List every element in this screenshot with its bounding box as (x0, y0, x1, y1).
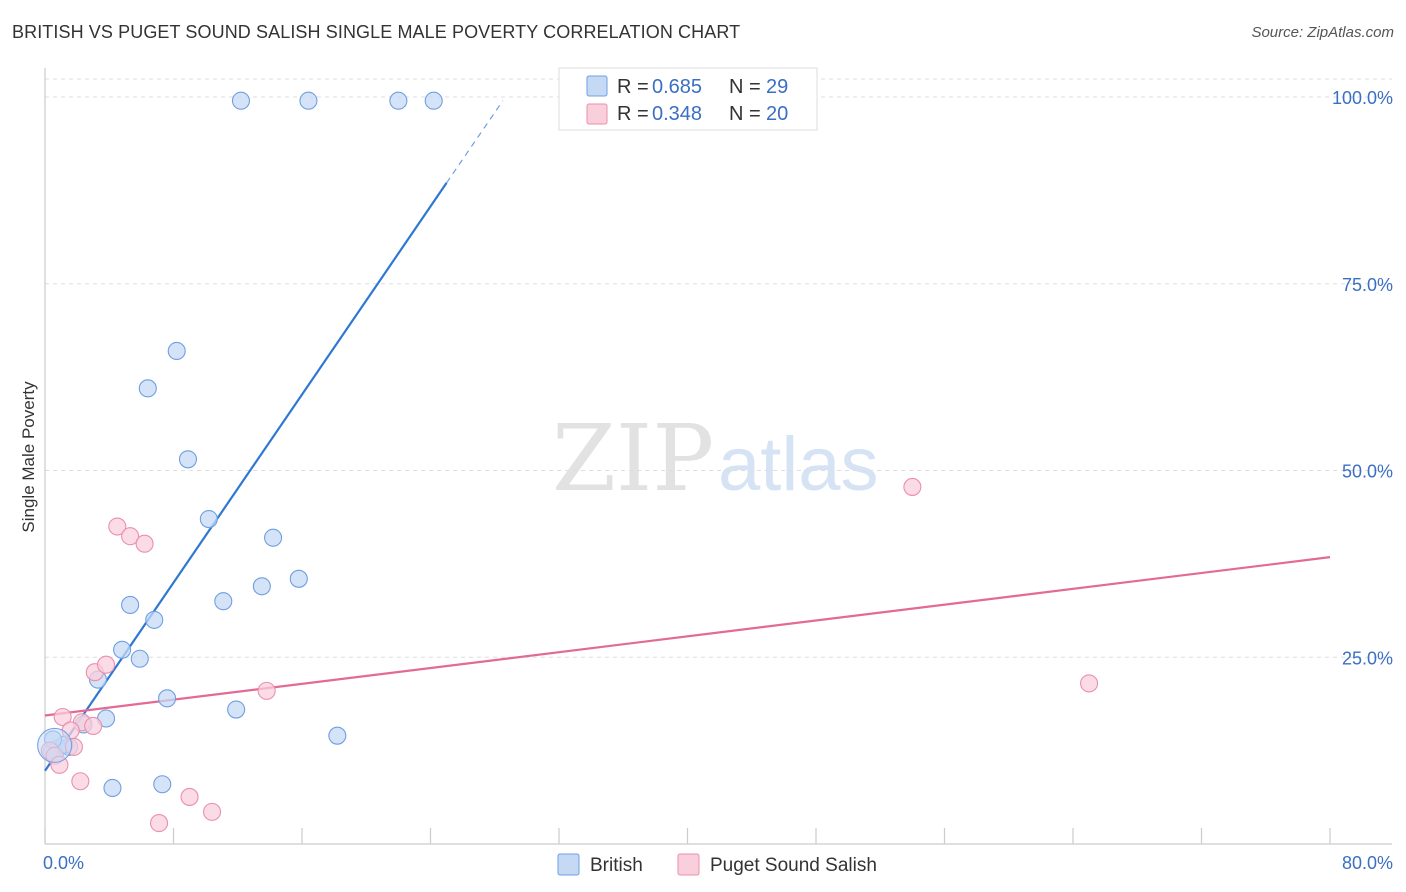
legend-r-value-puget: 0.348 (652, 103, 702, 125)
point-british-6 (178, 450, 198, 469)
point-british-17 (158, 689, 177, 708)
point-british-12 (121, 595, 140, 615)
trend-line-british (44, 182, 448, 772)
y-axis-title: Single Male Poverty (19, 381, 38, 533)
point-puget-2 (121, 527, 140, 546)
point-british-14 (113, 640, 132, 659)
legend-n-value-puget: 20 (766, 103, 788, 125)
legend-r-value-british: 0.685 (652, 76, 702, 98)
point-puget-7 (1080, 674, 1099, 693)
point-puget-3 (135, 534, 154, 553)
chart-title: BRITISH VS PUGET SOUND SALISH SINGLE MAL… (12, 22, 741, 42)
series-legend-swatch-puget (677, 853, 700, 876)
point-puget-19 (149, 814, 169, 833)
point-puget-17 (180, 787, 199, 806)
point-british-18 (227, 700, 246, 719)
legend-swatch-british (586, 75, 608, 97)
point-puget-18 (203, 802, 222, 821)
y-tick-label-75: 75.0% (1342, 275, 1393, 295)
x-tick-label-right: 80.0% (1342, 853, 1393, 873)
point-british-3 (424, 91, 443, 110)
y-tick-label-25: 25.0% (1342, 648, 1393, 668)
point-british-11 (214, 592, 233, 611)
legend-swatch-puget (586, 103, 608, 125)
y-tick-label-50: 50.0% (1342, 462, 1393, 482)
tick-labels: 25.0% 50.0% 75.0% 100.0% 0.0% 80.0% (43, 88, 1393, 873)
point-puget-6 (257, 681, 276, 700)
point-puget-1 (108, 517, 127, 536)
gridlines (45, 78, 1392, 658)
point-british-27 (153, 775, 172, 794)
point-british-4 (167, 341, 186, 361)
point-british-5 (138, 379, 157, 398)
legend-r-label-puget: R = (617, 103, 649, 125)
point-puget-10 (84, 716, 103, 736)
point-british-13 (145, 610, 164, 629)
point-british-21 (328, 726, 347, 745)
y-tick-label-100: 100.0% (1332, 88, 1393, 108)
chart-source: Source: ZipAtlas.com (1251, 24, 1394, 41)
stats-legend: R = 0.685 N = 29 R = 0.348 N = 20 (558, 67, 818, 131)
point-puget-8 (53, 707, 72, 727)
point-puget-0 (903, 477, 922, 496)
series-legend-label-puget: Puget Sound Salish (710, 855, 877, 876)
point-british-0 (231, 91, 251, 110)
point-puget-16 (71, 772, 90, 791)
data-points (37, 91, 1099, 833)
point-british-cluster (37, 727, 73, 763)
series-legend-swatch-british (557, 853, 580, 876)
legend-n-label-british: N = (729, 76, 761, 98)
point-british-8 (264, 528, 283, 547)
legend-n-label-puget: N = (729, 103, 761, 125)
watermark-zip: ZIP (552, 405, 714, 512)
point-british-15 (130, 649, 149, 668)
point-british-7 (199, 510, 218, 529)
legend-r-label-british: R = (617, 76, 649, 98)
trend-line-british-extension (446, 100, 504, 184)
series-legend-label-british: British (590, 855, 643, 876)
x-tick-label-left: 0.0% (43, 853, 84, 873)
point-british-2 (389, 91, 408, 110)
point-british-28 (103, 778, 122, 798)
point-british-1 (299, 91, 318, 110)
point-puget-5 (96, 655, 116, 674)
legend-n-value-british: 29 (766, 76, 788, 98)
point-british-9 (252, 577, 271, 596)
series-legend: British Puget Sound Salish (557, 853, 877, 876)
point-british-10 (289, 569, 308, 588)
watermark-atlas: atlas (718, 422, 879, 507)
trend-line-puget (44, 556, 1331, 717)
